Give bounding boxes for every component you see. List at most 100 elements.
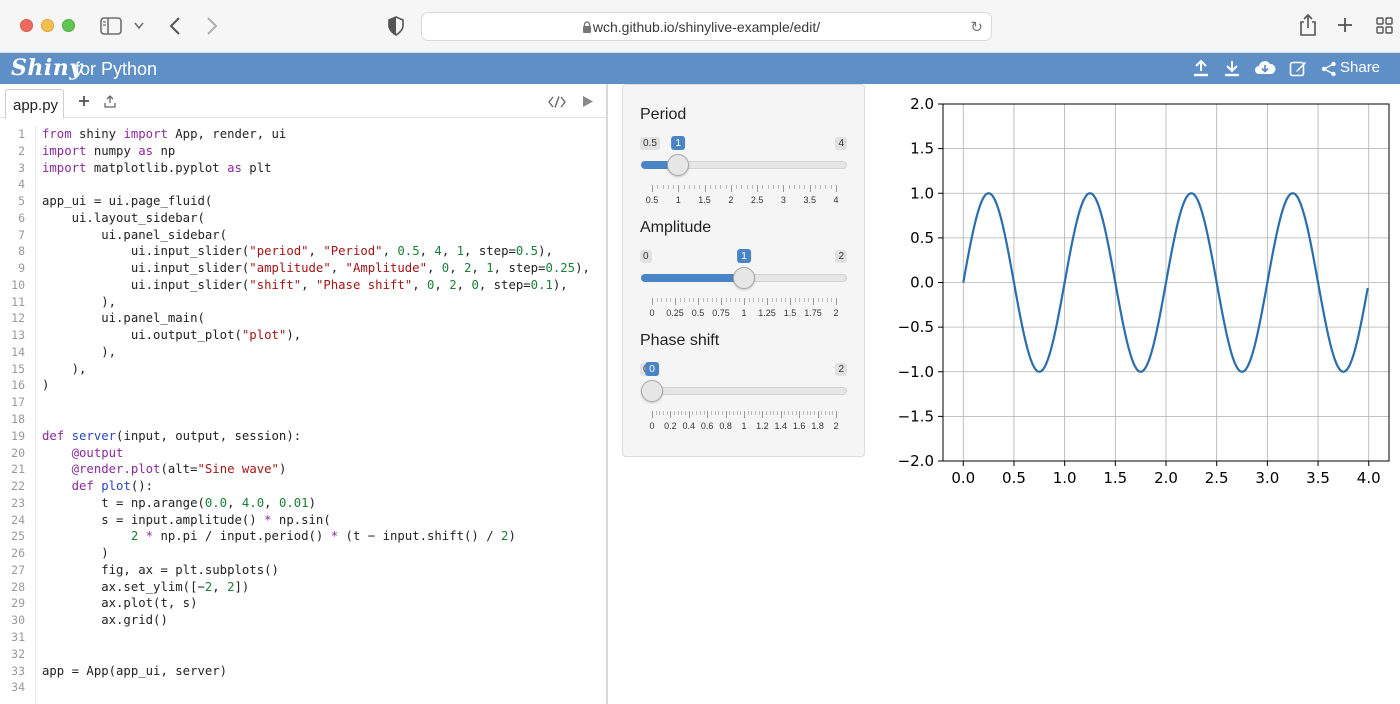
code-line[interactable]: ax.set_ylim([−2, 2]) <box>42 579 250 594</box>
privacy-shield-icon[interactable] <box>388 16 404 36</box>
slider-minor-tick <box>721 411 723 415</box>
code-line[interactable]: ui.input_slider("amplitude", "Amplitude"… <box>42 261 590 276</box>
code-line[interactable] <box>42 176 590 193</box>
code-line[interactable]: ), <box>42 344 117 359</box>
code-line[interactable]: def plot(): <box>71 479 154 494</box>
slider-minor-tick <box>684 298 686 302</box>
code-line[interactable] <box>42 679 590 696</box>
code-line[interactable]: t = np.arange(0.0, 4.0, 0.01) <box>42 495 316 510</box>
slider-min-amplitude: 0 <box>640 250 652 263</box>
slider-minor-tick <box>791 411 793 415</box>
slider-minor-tick <box>655 411 657 415</box>
close-window-button[interactable] <box>20 19 33 32</box>
line-number: 28 <box>11 579 25 594</box>
slider-minor-tick <box>794 298 796 302</box>
forward-icon[interactable] <box>206 17 218 35</box>
code-line[interactable]: @render.plot(alt="Sine wave") <box>71 462 287 477</box>
slider-minor-tick <box>780 298 782 302</box>
slider-min-period: 0.5 <box>640 137 660 150</box>
sidebar-panel: Period 0.5 4 1 0.5 1 1.5 2 2.5 3 3.5 4 Amplitude 0 2 1 0… <box>622 84 865 457</box>
maximize-window-button[interactable] <box>62 19 75 32</box>
code-line[interactable]: ui.input_slider("shift", "Phase shift", … <box>42 277 568 292</box>
code-editor: app.py 1 2 3 4 5 6 7 8 9 10 11 12 13 14 15 16 17 18 19 20 21… <box>0 84 608 704</box>
view-code-icon[interactable] <box>548 96 566 108</box>
code-line[interactable]: app = App(app_ui, server) <box>42 663 228 678</box>
code-line[interactable]: import matplotlib.pyplot as plt <box>42 160 272 175</box>
minimize-window-button[interactable] <box>41 19 54 32</box>
add-file-icon[interactable] <box>78 95 90 107</box>
sidebar-toggle-icon[interactable] <box>100 17 122 35</box>
code-line[interactable]: fig, ax = plt.subplots() <box>42 562 279 577</box>
line-number: 26 <box>11 546 25 561</box>
edit-icon[interactable] <box>1289 59 1307 77</box>
code-line[interactable] <box>42 411 590 428</box>
slider-minor-tick <box>822 298 824 302</box>
chevron-down-icon[interactable] <box>134 22 144 30</box>
upload-file-icon[interactable] <box>104 95 116 108</box>
cloud-download-icon[interactable] <box>1254 59 1276 77</box>
slider-minor-tick <box>725 185 727 189</box>
code-line[interactable] <box>42 394 590 411</box>
slider-handle-period[interactable] <box>667 154 690 176</box>
slider-minor-tick <box>725 298 727 302</box>
slider-minor-tick <box>703 411 705 415</box>
line-number: 4 <box>18 177 25 192</box>
code-line[interactable]: ui.panel_main( <box>42 311 205 326</box>
slider-minor-tick <box>720 185 722 189</box>
code-line[interactable]: ui.input_slider("period", "Period", 0.5,… <box>42 244 553 259</box>
slider-minor-tick <box>788 411 790 415</box>
slider-minor-tick <box>777 411 779 415</box>
code-line[interactable]: @output <box>71 445 124 460</box>
run-icon[interactable] <box>582 95 594 108</box>
code-line[interactable]: app_ui = ui.page_fluid( <box>42 194 213 209</box>
code-line[interactable] <box>42 646 590 663</box>
y-tick-label: −1.5 <box>898 407 934 425</box>
slider-minor-tick <box>804 185 806 189</box>
line-number: 2 <box>18 143 25 158</box>
code-line[interactable]: ui.layout_sidebar( <box>42 210 205 225</box>
code-line[interactable] <box>42 629 590 646</box>
code-line[interactable]: s = input.amplitude() * np.sin( <box>42 512 331 527</box>
slider-handle-phase-shift[interactable] <box>641 380 663 402</box>
code-lines[interactable]: from shiny import App, render, ui import… <box>42 126 590 696</box>
back-icon[interactable] <box>169 17 181 35</box>
code-line[interactable]: ) <box>42 378 50 393</box>
slider-tick-label: 0 <box>649 308 655 318</box>
code-line[interactable]: from shiny import App, render, ui <box>42 127 287 141</box>
code-line[interactable]: ui.output_plot("plot"), <box>42 328 302 343</box>
slider-track-phase-shift[interactable] <box>641 387 847 395</box>
line-number: 8 <box>18 244 25 259</box>
code-line[interactable]: ), <box>42 361 87 376</box>
code-line[interactable]: ) <box>42 546 109 561</box>
upload-icon[interactable] <box>1192 59 1210 77</box>
code-line[interactable]: ax.grid() <box>42 613 168 628</box>
address-bar[interactable]: wch.github.io/shinylive-example/edit/ ↻ <box>421 12 992 41</box>
slider-minor-tick <box>767 185 769 189</box>
code-line[interactable]: ui.panel_sidebar( <box>42 227 228 242</box>
y-tick-label: −0.5 <box>898 318 934 336</box>
slider-tick-label: 1.5 <box>698 195 711 205</box>
line-number: 11 <box>11 294 25 309</box>
code-line[interactable]: def server(input, output, session): <box>42 428 302 443</box>
code-line[interactable]: import numpy as np <box>42 143 176 158</box>
slider-minor-tick <box>659 411 661 415</box>
tab-overview-icon[interactable] <box>1376 17 1393 34</box>
code-line[interactable]: 2 * np.pi / input.period() * (t − input.… <box>130 529 516 544</box>
download-icon[interactable] <box>1223 59 1241 77</box>
slider-minor-tick <box>799 185 801 189</box>
slider-minor-tick <box>696 411 698 415</box>
share-button[interactable]: Share <box>1340 59 1381 76</box>
slider-minor-tick <box>674 411 676 415</box>
slider-minor-tick <box>830 185 832 189</box>
share-icon[interactable] <box>1321 61 1337 77</box>
code-line[interactable]: ), <box>42 294 117 309</box>
slider-handle-amplitude[interactable] <box>733 267 755 289</box>
slider-max-period: 4 <box>835 137 847 150</box>
reload-icon[interactable]: ↻ <box>970 19 983 36</box>
tab-app-py[interactable]: app.py <box>5 89 64 119</box>
slider-minor-tick <box>702 298 704 302</box>
line-number: 16 <box>11 378 25 393</box>
new-tab-icon[interactable] <box>1337 17 1353 33</box>
code-line[interactable]: ax.plot(t, s) <box>42 596 198 611</box>
share-page-icon[interactable] <box>1299 14 1317 36</box>
